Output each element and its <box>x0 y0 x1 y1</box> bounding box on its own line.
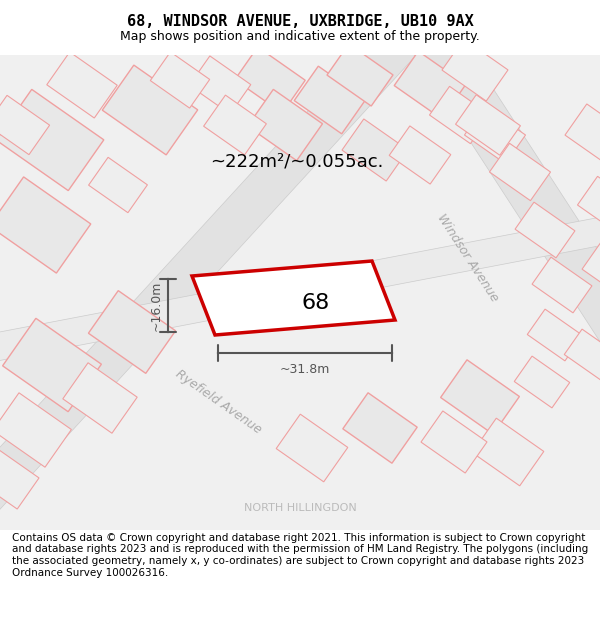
Polygon shape <box>2 318 101 412</box>
Polygon shape <box>235 47 305 113</box>
Text: Ryefield Avenue: Ryefield Avenue <box>173 368 263 436</box>
Polygon shape <box>389 126 451 184</box>
Text: 68, WINDSOR AVENUE, UXBRIDGE, UB10 9AX: 68, WINDSOR AVENUE, UXBRIDGE, UB10 9AX <box>127 14 473 29</box>
Polygon shape <box>343 392 417 463</box>
Polygon shape <box>455 95 520 155</box>
Polygon shape <box>0 206 600 364</box>
Polygon shape <box>276 414 348 482</box>
Text: ~222m²/~0.055ac.: ~222m²/~0.055ac. <box>210 153 383 171</box>
Polygon shape <box>394 51 466 119</box>
Polygon shape <box>0 89 104 191</box>
Polygon shape <box>430 86 491 144</box>
Polygon shape <box>527 309 583 361</box>
Text: 68: 68 <box>301 293 329 313</box>
Polygon shape <box>564 329 600 381</box>
Polygon shape <box>248 89 322 161</box>
Polygon shape <box>514 356 570 408</box>
Polygon shape <box>582 242 600 298</box>
Text: Windsor Avenue: Windsor Avenue <box>435 212 501 304</box>
Text: NORTH HILLINGDON: NORTH HILLINGDON <box>244 503 356 513</box>
Polygon shape <box>400 7 600 403</box>
Text: ~16.0m: ~16.0m <box>150 280 163 331</box>
Polygon shape <box>490 143 551 201</box>
Polygon shape <box>189 56 251 114</box>
Polygon shape <box>192 261 395 335</box>
Polygon shape <box>88 291 176 373</box>
Polygon shape <box>63 362 137 433</box>
Polygon shape <box>472 418 544 486</box>
Polygon shape <box>0 55 600 530</box>
Polygon shape <box>421 411 487 473</box>
Polygon shape <box>0 96 50 154</box>
Polygon shape <box>0 447 39 509</box>
Polygon shape <box>440 360 520 434</box>
Polygon shape <box>532 257 592 313</box>
Polygon shape <box>0 177 91 273</box>
Polygon shape <box>577 176 600 234</box>
Polygon shape <box>565 104 600 166</box>
Text: Contains OS data © Crown copyright and database right 2021. This information is : Contains OS data © Crown copyright and d… <box>12 533 588 578</box>
Polygon shape <box>151 52 209 108</box>
Polygon shape <box>464 106 526 164</box>
Text: Map shows position and indicative extent of the property.: Map shows position and indicative extent… <box>120 30 480 43</box>
Polygon shape <box>442 39 508 101</box>
Polygon shape <box>515 202 575 258</box>
Polygon shape <box>0 6 436 514</box>
Polygon shape <box>47 52 117 118</box>
Polygon shape <box>327 44 393 106</box>
Polygon shape <box>0 392 71 468</box>
Polygon shape <box>342 119 408 181</box>
Polygon shape <box>102 65 198 155</box>
Polygon shape <box>294 66 366 134</box>
Text: ~31.8m: ~31.8m <box>280 363 330 376</box>
Polygon shape <box>203 95 266 155</box>
Polygon shape <box>89 158 148 212</box>
